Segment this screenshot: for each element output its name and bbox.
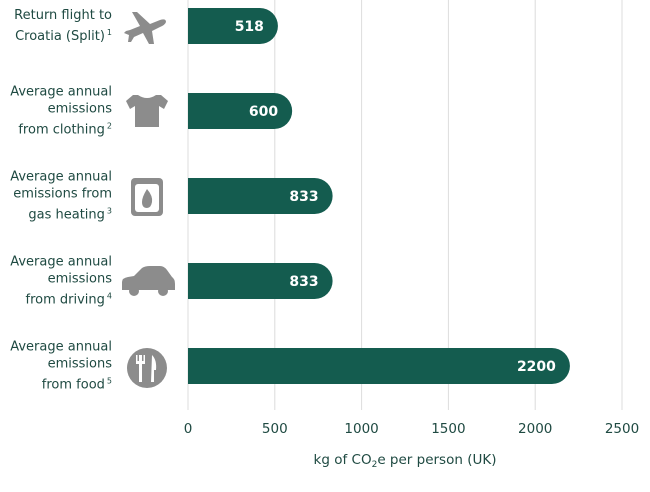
category-text: Return flight to Croatia (Split) [14, 8, 112, 44]
x-axis-title: kg of CO2e per person (UK) [188, 452, 622, 470]
category-label: Average annual emissions from clothing 2 [0, 84, 112, 139]
category-text: Average annual emissions from driving [10, 254, 112, 308]
value-label: 833 [289, 189, 318, 205]
x-axis-title-part: kg of CO [313, 452, 372, 468]
category-label: Return flight to Croatia (Split) 1 [0, 7, 112, 45]
category-label: Average annual emissions from food 5 [0, 339, 112, 394]
category-label: Average annual emissions from driving 4 [0, 254, 112, 309]
car-icon [122, 266, 175, 290]
x-tick-label: 500 [262, 421, 288, 437]
bar [188, 8, 278, 44]
flame [142, 189, 153, 208]
footnote: 1 [106, 28, 112, 37]
wheel [158, 286, 168, 296]
wheel [129, 286, 139, 296]
category-label: Average annual emissions from gas heatin… [0, 169, 112, 224]
bar [188, 348, 570, 384]
cutlery [136, 355, 157, 382]
x-axis-title-sub: 2 [371, 460, 378, 470]
plane-icon [124, 12, 166, 44]
icons [122, 12, 175, 388]
value-label: 2200 [517, 359, 556, 375]
category-text: Average annual emissions from clothing [10, 84, 112, 138]
x-tick-label: 1000 [344, 421, 378, 437]
footnote: 4 [106, 291, 112, 301]
x-tick-label: 2000 [518, 421, 552, 437]
category-text: Average annual emissions from gas heatin… [10, 169, 112, 223]
footnote: 3 [106, 206, 112, 216]
shirt-icon [126, 95, 168, 127]
bar [188, 93, 293, 129]
value-label: 518 [235, 19, 264, 35]
category-text: Average annual emissions from food [10, 339, 112, 393]
value-label: 833 [289, 274, 318, 290]
footnote: 5 [106, 376, 112, 386]
x-tick-label: 0 [184, 421, 193, 437]
grid [187, 0, 623, 410]
value-label: 600 [249, 104, 278, 120]
x-axis-title-part: e per person (UK) [377, 452, 497, 468]
x-tick-label: 1500 [431, 421, 465, 437]
plate-icon [127, 348, 167, 388]
bar [188, 178, 333, 214]
footnote: 2 [106, 121, 112, 131]
bar [188, 263, 333, 299]
x-tick-label: 2500 [605, 421, 639, 437]
